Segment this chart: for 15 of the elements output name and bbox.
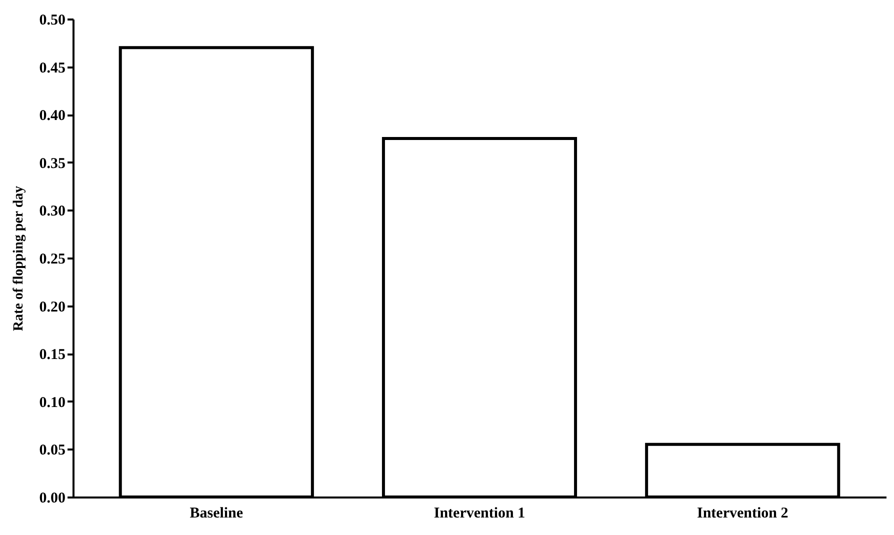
y-tick-label: 0.15 bbox=[39, 347, 66, 364]
y-axis-title: Rate of flopping per day bbox=[11, 186, 26, 332]
y-tick-label: 0.20 bbox=[39, 299, 66, 316]
y-tick-label: 0.40 bbox=[39, 108, 66, 124]
x-tick-label: Intervention 1 bbox=[434, 506, 526, 522]
y-tick-label: 0.05 bbox=[39, 442, 66, 459]
y-tick-label: 0.45 bbox=[39, 60, 66, 76]
y-tick-label: 0.50 bbox=[39, 12, 66, 28]
y-tick-label: 0.35 bbox=[39, 156, 66, 172]
y-tick-label: 0.10 bbox=[39, 394, 66, 411]
y-tick-label: 0.25 bbox=[39, 252, 66, 268]
y-tick-label: 0.00 bbox=[39, 490, 66, 506]
y-tick-label: 0.30 bbox=[39, 204, 66, 220]
x-tick-label: Intervention 2 bbox=[696, 506, 788, 522]
x-tick-label: Baseline bbox=[190, 506, 244, 522]
